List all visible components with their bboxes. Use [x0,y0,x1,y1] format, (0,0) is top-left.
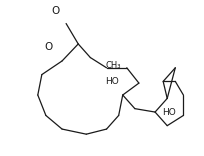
Text: O: O [52,6,60,16]
Text: HO: HO [104,77,118,86]
Text: O: O [44,42,53,52]
Text: HO: HO [162,108,175,117]
Text: CH₃: CH₃ [105,61,121,70]
